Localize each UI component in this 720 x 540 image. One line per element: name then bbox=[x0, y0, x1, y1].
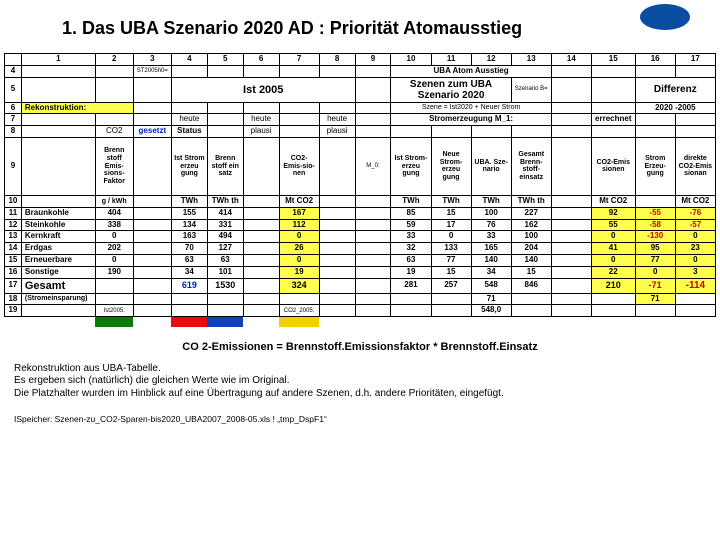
row-8: 8 CO2 gesetzt Status plausi plausi bbox=[5, 126, 716, 138]
data-row: 12Steinkohle 338 134331 112 5917 76162 5… bbox=[5, 219, 716, 231]
row-total: 17 Gesamt 619 1530 324 281257 548846 210… bbox=[5, 278, 716, 293]
data-row: 13Kernkraft 0 163494 0 330 33100 0 -130 … bbox=[5, 231, 716, 243]
main-table: 123 456 789 101112 131415 1617 4ST2005h0… bbox=[4, 53, 716, 327]
row-6: 6 Rekonstruktion: Szene = Ist2020 + Neue… bbox=[5, 102, 716, 114]
row-9: 9 Brenn stoff Emis-sions-Faktor Ist Stro… bbox=[5, 137, 716, 195]
data-row: 15Erneuerbare 0 6363 0 6377 140140 0 77 … bbox=[5, 254, 716, 266]
row-10: 10 g / kWh TWh TWh th Mt CO2 TWh TWh TWh… bbox=[5, 195, 716, 207]
row-7: 7 heuteheute heute Stromerzeugung M_1: e… bbox=[5, 114, 716, 126]
row-4: 4ST2005h0= UBA Atom Ausstieg bbox=[5, 65, 716, 77]
decorative-oval bbox=[640, 4, 690, 30]
col-numbers: 123 456 789 101112 131415 1617 bbox=[5, 54, 716, 66]
notes: Rekonstruktion aus UBA-Tabelle. Es ergeb… bbox=[0, 363, 720, 411]
data-row: 14Erdgas 202 70127 26 32133 165204 41 95… bbox=[5, 243, 716, 255]
legend-row bbox=[5, 317, 716, 327]
data-row: 11 Braunkohle 404 155414 167 8515 100227… bbox=[5, 207, 716, 219]
page-title: 1. Das UBA Szenario 2020 AD : Priorität … bbox=[0, 0, 720, 53]
formula: CO 2-Emissionen = Brennstoff.Emissionsfa… bbox=[0, 327, 720, 363]
note-line: Die Platzhalter wurden im Hinblick auf e… bbox=[14, 388, 706, 401]
row-5: 5 Ist 2005 Szenen zum UBA Szenario 2020 … bbox=[5, 77, 716, 102]
data-row: 16Sonstige 190 34101 19 1915 3415 22 0 3 bbox=[5, 266, 716, 278]
legend-swatch bbox=[207, 317, 243, 327]
table-wrap: 123 456 789 101112 131415 1617 4ST2005h0… bbox=[0, 53, 720, 327]
row-19: 19 Ist2005: CO2_2005: 548,0 bbox=[5, 305, 716, 317]
legend-swatch bbox=[171, 317, 207, 327]
legend-swatch bbox=[95, 317, 133, 327]
footer: ISpeicher: Szenen-zu_CO2-Sparen-bis2020_… bbox=[0, 410, 720, 428]
legend-swatch bbox=[279, 317, 319, 327]
row-18: 18 (Stromeinsparung) 71 71 bbox=[5, 293, 716, 305]
note-line: Es ergeben sich (natürlich) die gleichen… bbox=[14, 375, 706, 388]
note-line: Rekonstruktion aus UBA-Tabelle. bbox=[14, 363, 706, 376]
